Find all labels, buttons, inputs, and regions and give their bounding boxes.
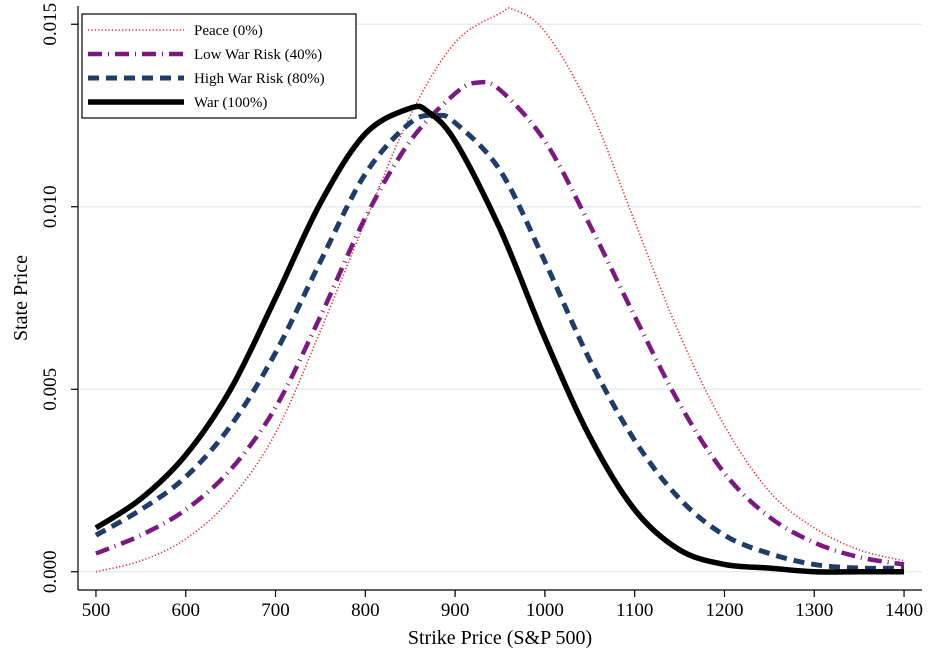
y-tick-label: 0.000	[40, 550, 61, 593]
legend-label-1: Low War Risk (40%)	[194, 47, 322, 63]
y-axis-title: State Price	[10, 255, 32, 341]
legend-label-3: War (100%)	[194, 95, 267, 111]
y-tick-label: 0.015	[40, 3, 61, 46]
y-tick-label: 0.005	[40, 368, 61, 411]
y-tick-label: 0.010	[40, 185, 61, 228]
series-line-1	[95, 79, 905, 567]
series-lines	[94, 7, 905, 575]
x-axis-title: Strike Price (S&P 500)	[408, 627, 592, 649]
x-tick-label: 1000	[526, 600, 564, 621]
x-tick-label: 1300	[795, 600, 833, 621]
series-line-0	[95, 7, 905, 573]
series-line-2	[94, 112, 905, 571]
axes	[77, 6, 922, 591]
x-tick-label: 1400	[885, 600, 923, 621]
x-tick-label: 600	[171, 600, 200, 621]
x-tick-label: 1200	[705, 600, 743, 621]
x-tick-label: 900	[441, 600, 470, 621]
x-tick-label: 1100	[616, 600, 653, 621]
legend-label-0: Peace (0%)	[194, 23, 263, 39]
x-tick-label: 500	[82, 600, 111, 621]
x-tick-label: 800	[351, 600, 380, 621]
legend-label-2: High War Risk (80%)	[194, 71, 325, 87]
ticks: 0.000 0.005 0.010 0.015 500 600 700 800 900 1000 1…	[40, 3, 923, 621]
series-line-3	[94, 103, 905, 575]
legend: Peace (0%) Low War Risk (40%) High War Ris…	[81, 13, 357, 119]
x-tick-label: 700	[261, 600, 290, 621]
